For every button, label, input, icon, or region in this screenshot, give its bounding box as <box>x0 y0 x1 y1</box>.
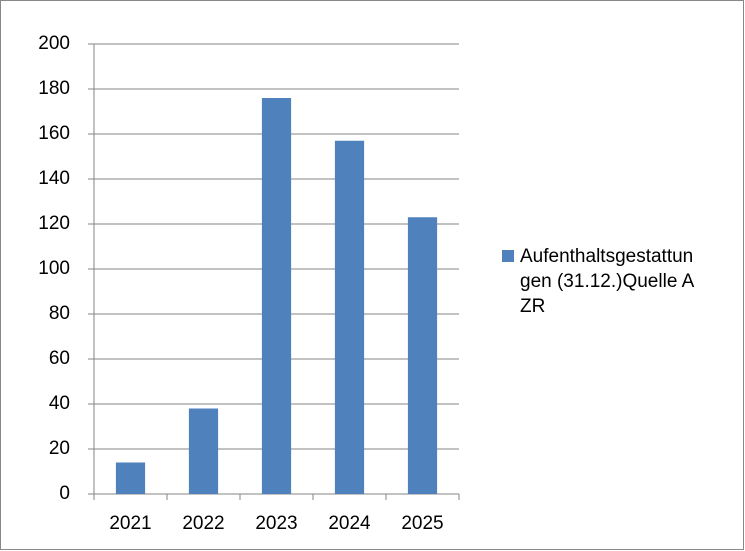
legend-swatch <box>502 250 514 262</box>
bar <box>407 217 438 494</box>
y-tick-label: 80 <box>49 303 70 324</box>
bar <box>334 140 365 494</box>
y-tick-label: 140 <box>38 168 70 189</box>
y-tick-label: 60 <box>49 348 70 369</box>
x-tick-label: 2023 <box>255 513 297 534</box>
x-tick-label: 2025 <box>401 513 443 534</box>
y-tick-label: 0 <box>59 483 70 504</box>
y-tick-label: 160 <box>38 123 70 144</box>
bar <box>115 462 146 494</box>
y-tick-label: 200 <box>38 33 70 54</box>
x-tick-label: 2024 <box>328 513 371 534</box>
bar <box>261 98 292 494</box>
bar <box>188 408 219 494</box>
legend-label: Aufenthaltsgestattungen (31.12.)Quelle A… <box>520 246 695 317</box>
x-tick-label: 2021 <box>109 513 151 534</box>
x-tick-label: 2022 <box>182 513 224 534</box>
y-tick-label: 40 <box>49 393 70 414</box>
y-tick-label: 100 <box>38 258 70 279</box>
y-tick-label: 120 <box>38 213 70 234</box>
y-tick-label: 180 <box>38 78 70 99</box>
y-tick-label: 20 <box>49 438 70 459</box>
